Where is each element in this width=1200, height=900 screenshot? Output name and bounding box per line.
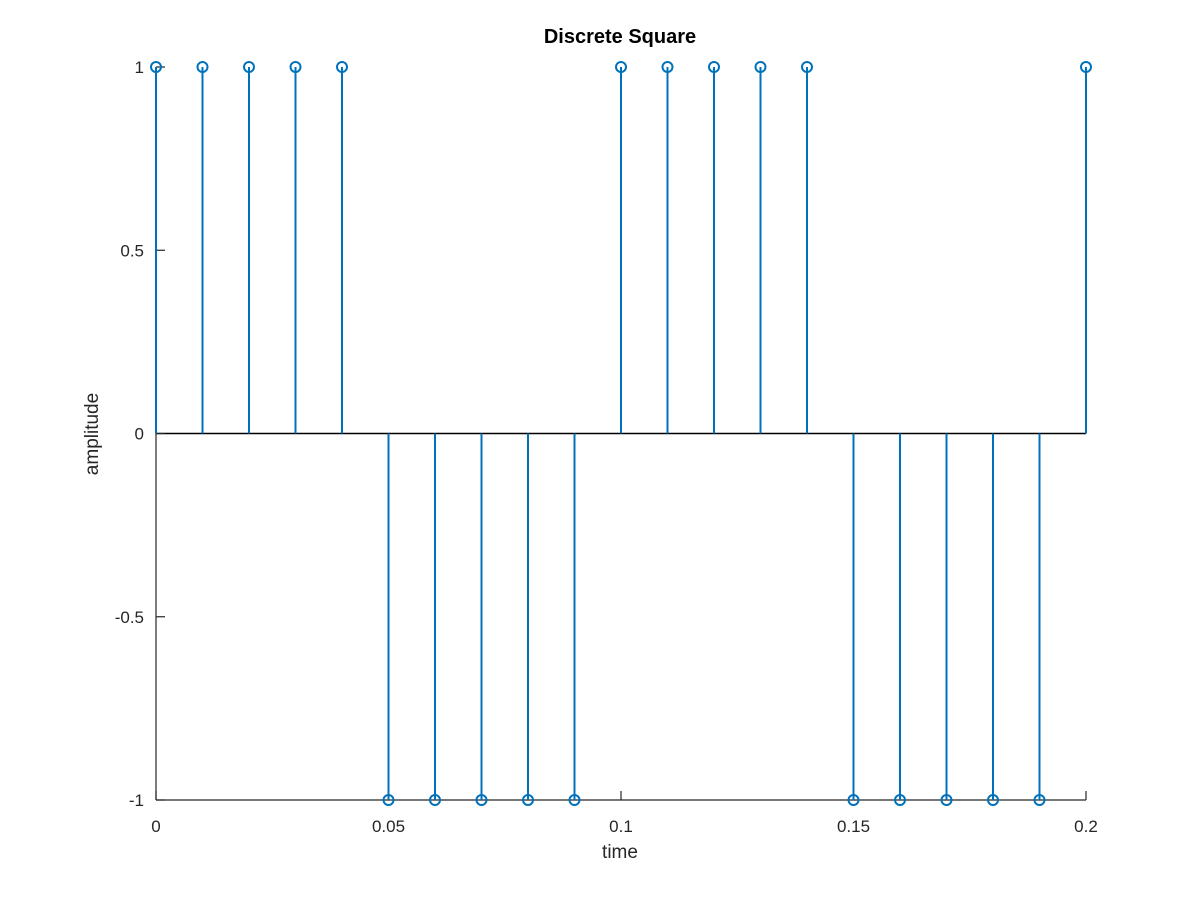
stem-marker xyxy=(196,61,209,73)
stem-marker xyxy=(475,794,488,806)
stem-marker xyxy=(1080,61,1092,73)
y-tick-label: 1 xyxy=(135,58,144,77)
x-tick-label: 0.2 xyxy=(1074,817,1098,836)
stem-marker xyxy=(940,794,953,806)
x-tick-label: 0.15 xyxy=(837,817,870,836)
stem-marker xyxy=(801,61,813,73)
stem-marker xyxy=(336,61,348,73)
y-tick-label: -1 xyxy=(129,791,144,810)
stem-marker xyxy=(754,61,767,73)
chart-title: Discrete Square xyxy=(544,26,696,48)
stem-marker xyxy=(289,61,302,73)
markers-group xyxy=(150,61,1092,806)
x-axis-label: time xyxy=(602,842,638,863)
stem-marker xyxy=(987,794,999,806)
y-tick-label: -0.5 xyxy=(115,608,144,627)
stem-marker xyxy=(615,61,627,73)
y-tick-label: 0.5 xyxy=(120,241,144,260)
stem-marker xyxy=(382,794,395,806)
x-tick-labels: 0 0.05 0.1 0.15 0.2 xyxy=(151,817,1098,836)
stem-marker xyxy=(661,61,674,73)
stem-marker xyxy=(708,61,720,73)
stem-marker xyxy=(568,794,581,806)
stem-marker xyxy=(894,794,906,806)
y-axis-label: amplitude xyxy=(82,393,103,475)
stem-marker xyxy=(429,794,441,806)
stems-group xyxy=(155,67,1087,800)
stem-marker xyxy=(847,794,860,806)
x-tick-label: 0 xyxy=(151,817,160,836)
stem-marker xyxy=(522,794,534,806)
x-tick-label: 0.05 xyxy=(372,817,405,836)
stem-marker xyxy=(243,61,255,73)
y-tick-label: 0 xyxy=(135,425,144,444)
x-tick-label: 0.1 xyxy=(609,817,633,836)
stem-marker xyxy=(150,61,162,73)
y-tick-labels: -1 -0.5 0 0.5 1 xyxy=(115,58,144,810)
stem-marker xyxy=(1033,794,1046,806)
